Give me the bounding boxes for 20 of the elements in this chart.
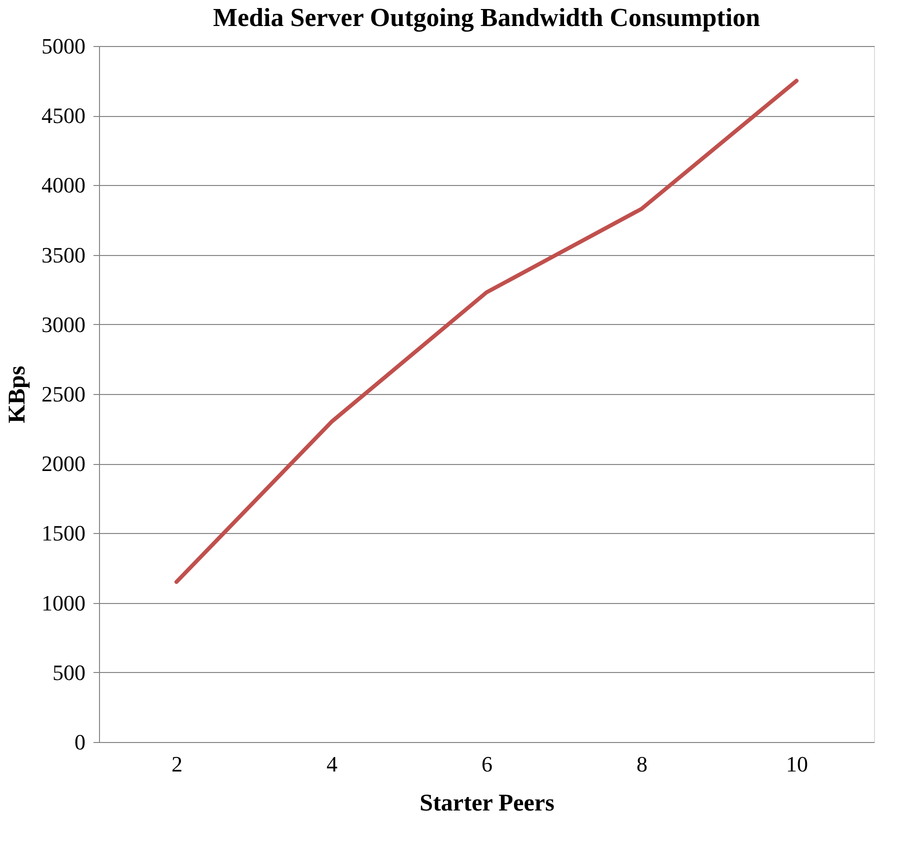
y-tick-label: 3500 — [42, 242, 86, 268]
x-tick-label: 8 — [636, 752, 648, 776]
x-axis-title: Starter Peers — [420, 790, 554, 816]
y-tick-label: 2000 — [42, 451, 86, 476]
line-series — [174, 78, 798, 584]
chart-title: Media Server Outgoing Bandwidth Consumption — [212, 3, 761, 32]
x-tick-label: 6 — [482, 752, 492, 776]
y-tick-label: 1500 — [42, 520, 86, 546]
y-tick-label: 4500 — [42, 103, 86, 128]
y-tick-label: 1000 — [42, 590, 86, 616]
y-tick-label: 2500 — [42, 382, 86, 406]
x-tick-label: 2 — [172, 752, 182, 776]
x-tick-label: 4 — [326, 752, 338, 776]
y-axis-title: KBps — [4, 366, 30, 424]
x-tick-label: 10 — [786, 752, 808, 776]
y-tick-label: 3000 — [42, 312, 86, 337]
y-tick-label: 4000 — [42, 172, 86, 198]
y-tick-label: 0 — [74, 730, 86, 754]
y-tick-label: 500 — [52, 660, 86, 685]
y-tick-label: 5000 — [42, 34, 86, 58]
